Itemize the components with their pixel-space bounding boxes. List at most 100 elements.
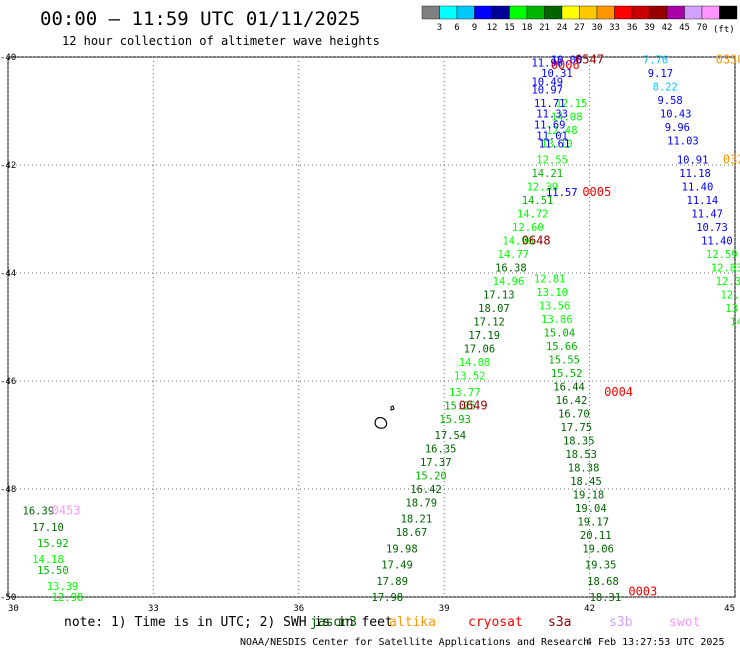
colorbar-tick-label: 30 [592, 23, 603, 33]
wave-height-value: 16.42 [410, 484, 442, 496]
wave-height-value: 18.21 [401, 514, 433, 526]
wave-height-value: 9.58 [657, 95, 682, 107]
x-tick-label: 42 [584, 604, 595, 614]
wave-height-value: 11.33 [536, 109, 568, 121]
colorbar-swatch [614, 5, 633, 20]
pass-time-label: 0003 [628, 585, 657, 599]
footer-note: note: 1) Time is in UTC; 2) SWH is in fe… [64, 615, 393, 630]
chart-subtitle: 12 hour collection of altimeter wave hei… [62, 34, 380, 48]
legend-item-jason3: jason3 [310, 615, 357, 630]
wave-height-value: 13 [725, 303, 738, 315]
wave-height-value: 14.21 [531, 168, 563, 180]
wave-height-value: 16.44 [553, 381, 585, 393]
wave-height-value: 20.11 [580, 530, 612, 542]
wave-height-value: 18.53 [565, 449, 597, 461]
x-axis: 30 33 36 39 42 45 [8, 604, 735, 614]
wave-height-value: 11.18 [679, 168, 711, 180]
colorbar-swatch [649, 5, 668, 20]
colorbar-tick-label: 39 [644, 23, 655, 33]
wave-height-value: 8.22 [653, 82, 678, 94]
wave-height-value: 18.79 [405, 498, 437, 510]
chart-title: 00:00 – 11:59 UTC 01/11/2025 [40, 8, 360, 30]
wave-height-value: 19.35 [585, 560, 617, 572]
wave-height-value: 11.01 [536, 130, 568, 142]
colorbar-tick-label: 42 [662, 23, 673, 33]
wave-height-value: 9.17 [648, 68, 673, 80]
colorbar-tick-label: 3 [437, 23, 442, 33]
wave-height-value: 14.08 [551, 111, 583, 123]
wave-height-value: 15.92 [37, 538, 69, 550]
colorbar-tick-label: 45 [679, 23, 690, 33]
wave-height-value: 12.60 [512, 222, 544, 234]
wave-height-value: 11.40 [682, 182, 714, 194]
wave-height-value: 19.06 [582, 543, 614, 555]
wave-height-value: 7.76 [643, 55, 668, 67]
wave-height-value: 13.86 [541, 314, 573, 326]
wave-height-value: 11.40 [701, 236, 733, 248]
wave-height-value: 11.96 [531, 57, 563, 69]
wave-height-value: 17.98 [372, 592, 404, 604]
colorbar-tick-label: 36 [627, 23, 638, 33]
x-tick-label: 30 [8, 604, 19, 614]
y-tick-label: -44 [0, 269, 16, 279]
pass-time-label: 0453 [52, 504, 81, 518]
wave-height-value: 17.49 [381, 560, 413, 572]
wave-height-value: 14.77 [498, 249, 530, 261]
plot-border [7, 56, 736, 598]
wave-height-value: 11.14 [687, 195, 719, 207]
colorbar-swatch [701, 5, 720, 20]
wave-height-value: 11.57 [546, 187, 578, 199]
wave-height-value: 16.42 [556, 395, 588, 407]
wave-height-value: 16.38 [495, 263, 527, 275]
wave-height-value: 15.25 [444, 400, 476, 412]
wave-height-value: 18.07 [478, 303, 510, 315]
pass-time-label: 0649 [459, 398, 488, 412]
wave-height-value: 12.98 [52, 592, 84, 604]
wave-height-value: 12.3 [720, 290, 740, 302]
wave-height-value: 13.39 [47, 581, 79, 593]
colorbar-unit: (ft) [713, 25, 735, 35]
colorbar-tick-label: 27 [574, 23, 585, 33]
wave-height-value: 17.54 [435, 430, 467, 442]
wave-height-value: 11.69 [534, 120, 566, 132]
wave-height-value: 12.83 [711, 263, 740, 275]
wave-height-value: 18.38 [568, 462, 600, 474]
colorbar-swatch [561, 5, 580, 20]
wave-height-value: 13.52 [454, 371, 486, 383]
pass-time-label: 0004 [604, 385, 633, 399]
colorbar-swatch [719, 5, 738, 20]
wave-height-value: 16.39 [23, 506, 55, 518]
wave-height-value: 17.12 [473, 317, 505, 329]
wave-height-value: 10.31 [541, 68, 573, 80]
plot-area [7, 56, 736, 598]
wave-height-value: 17.10 [32, 522, 64, 534]
legend-item-s3b: s3b [609, 615, 633, 630]
wave-height-value: 14.08 [459, 357, 491, 369]
wave-height-value: 13.56 [539, 300, 571, 312]
wave-height-value: 10.49 [531, 76, 563, 88]
wave-height-value: 10.73 [696, 222, 728, 234]
wave-height-value: 19.98 [386, 543, 418, 555]
legend-item-cryosat: cryosat [468, 615, 523, 630]
wave-height-value: 14 [730, 317, 740, 329]
pass-time-label: 0006 [551, 58, 580, 72]
y-axis: -40 -42 -44 -46 -48 -50 [0, 53, 16, 603]
colorbar-swatch [596, 5, 615, 20]
wave-height-value: 14.72 [517, 209, 549, 221]
legend-item-swot: swot [669, 615, 700, 630]
wave-height-value: 10.43 [660, 109, 692, 121]
wave-height-value: 18.67 [396, 527, 428, 539]
colorbar-tick-label: 12 [487, 23, 498, 33]
islet-shape [390, 405, 395, 411]
y-tick-label: -50 [0, 593, 16, 603]
colorbar-swatch [666, 5, 685, 20]
wave-height-value: 13.10 [536, 287, 568, 299]
pass-time-label: 0327 [723, 153, 740, 167]
wave-height-value: 14.18 [32, 554, 64, 566]
colorbar-tick-label: 15 [504, 23, 515, 33]
colorbar-tick-label: 33 [609, 23, 620, 33]
wave-height-value: 12.39 [527, 182, 559, 194]
wave-height-value: 17.13 [483, 290, 515, 302]
